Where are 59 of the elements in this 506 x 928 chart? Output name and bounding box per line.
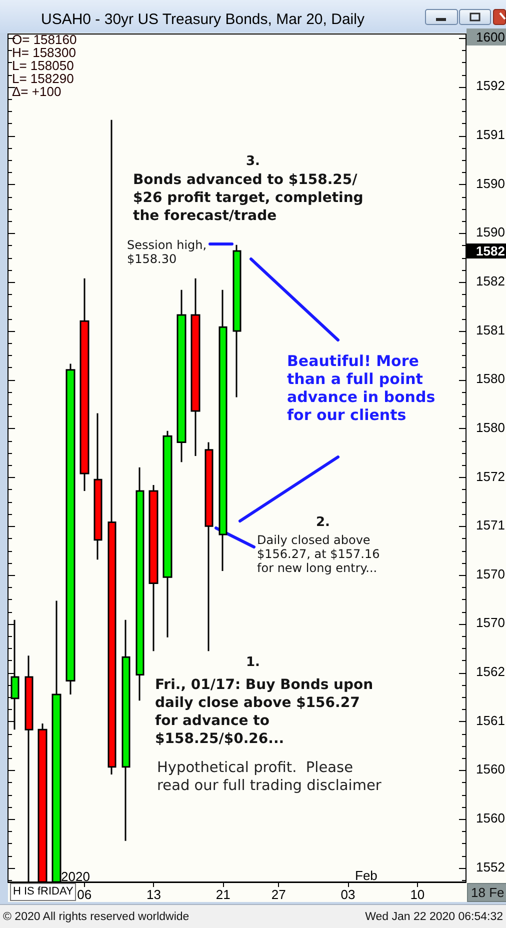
text: 1570 [476, 566, 505, 582]
text: 18 Fe [471, 885, 504, 900]
text: Wed Jan 22 2020 06:54:32 [365, 911, 503, 923]
annotation: 1. [246, 655, 260, 670]
text: H= 158300 [12, 45, 76, 60]
candlestick [176, 289, 186, 463]
annotation: Session high, $158.30 [127, 238, 207, 266]
text: 1572 [476, 468, 505, 484]
text: 1592 [476, 78, 505, 94]
candlestick [190, 278, 200, 457]
text: 1591 [476, 127, 505, 142]
annotation: Daily closed above $156.27, at $157.16 for new long entry... [257, 533, 380, 575]
candlestick [148, 484, 158, 652]
candlestick [108, 119, 116, 776]
annotation: 2020 [61, 869, 90, 884]
annotation: Beautiful! More than a full point advance in bonds for our clients [287, 352, 436, 424]
text: 1571 [476, 518, 505, 533]
x-tick-label: 27 [271, 887, 286, 902]
candlestick [122, 619, 130, 842]
text: 1570 [476, 615, 505, 630]
x-tick-label: 13 [146, 887, 161, 902]
text: 1580 [476, 371, 505, 386]
chart-title: USAH0 - 30yr US Treasury Bonds, Mar 20, Daily [41, 11, 365, 28]
text: 1560 [476, 810, 505, 826]
text: 1590 [476, 176, 505, 191]
annotation: Feb [355, 868, 378, 883]
text: © 2020 All rights reserved worldwide [3, 911, 190, 923]
text: L= 158290 [12, 71, 74, 86]
text: 1560 [476, 762, 505, 777]
annotation: 2. [316, 515, 330, 530]
candlestick [218, 289, 228, 572]
annotation: Fri., 01/17: Buy Bonds upon daily close above $156.27 for advance to $158.25/$0.26... [155, 677, 374, 747]
text: 1561 [476, 712, 505, 728]
text: O= 158160 [12, 32, 77, 47]
text: H IS fRIDAY [13, 886, 74, 898]
text: 1580 [476, 420, 505, 435]
candlestick [66, 363, 76, 696]
candlestick [80, 278, 90, 492]
text: 1581 [476, 322, 505, 338]
text: 1552 [476, 859, 505, 874]
text: 1582 [476, 274, 505, 288]
x-tick-label: 21 [216, 887, 230, 902]
candlestick [94, 412, 102, 560]
candlestick [136, 466, 144, 702]
candlestick [232, 244, 242, 398]
candlestick [162, 430, 172, 638]
annotation: Bonds advanced to $158.25/ $26 profit target, completing the forecast/trade [133, 172, 364, 224]
candlestick [204, 442, 214, 652]
text: 1590 [476, 224, 505, 240]
text: 1582 [476, 244, 505, 258]
annotation: 3. [246, 154, 260, 169]
x-tick-label: 06 [77, 887, 92, 902]
x-tick-label: 10 [410, 887, 425, 902]
x-tick-label: 03 [340, 887, 356, 902]
text: Δ= +100 [12, 84, 62, 99]
text: 1600 [476, 29, 505, 44]
text: 1562 [476, 664, 505, 680]
text: L= 158050 [12, 58, 74, 73]
annotation: Hypothetical profit. Please read our full trading disclaimer [157, 760, 382, 794]
